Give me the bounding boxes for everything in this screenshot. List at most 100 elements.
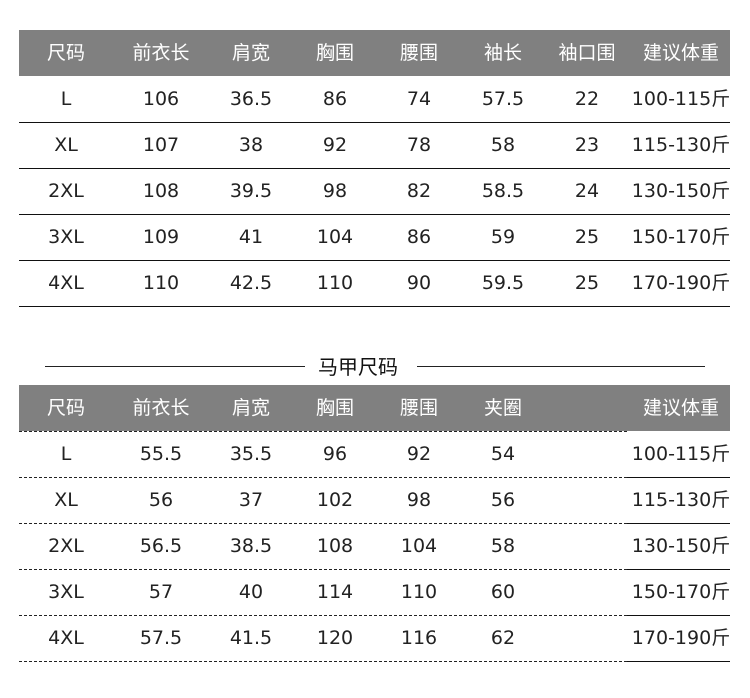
table-cell: 92 (406, 443, 432, 465)
table-cell: 96 (322, 443, 348, 465)
table-cell: 108 (316, 535, 354, 557)
column-header: 前衣长 (132, 397, 190, 419)
table-cell: 114 (316, 581, 354, 603)
table-cell: 100-115斤 (631, 88, 731, 110)
table-cell: 90 (406, 272, 432, 294)
table-cell: 104 (316, 226, 354, 248)
table-cell: 150-170斤 (631, 581, 731, 603)
table-cell: 4XL (48, 272, 84, 294)
table-cell: 41.5 (229, 627, 273, 649)
table-cell: 38.5 (229, 535, 273, 557)
table-cell: 82 (406, 180, 432, 202)
table-row: L 55.5 35.5 96 92 54 100-115斤 (19, 431, 730, 477)
table-cell: 56 (490, 489, 516, 511)
table-cell: 55.5 (139, 443, 183, 465)
table-row: 4XL 110 42.5 110 90 59.5 25 170-190斤 (19, 260, 730, 306)
row-divider (627, 523, 730, 524)
table-cell: 104 (400, 535, 438, 557)
column-header: 袖口围 (558, 42, 616, 64)
row-divider (19, 168, 730, 169)
table-cell: 56.5 (139, 535, 183, 557)
table-cell: 74 (406, 88, 432, 110)
table-cell: 115-130斤 (631, 134, 731, 156)
table-cell: 109 (142, 226, 180, 248)
table-cell: 116 (400, 627, 438, 649)
table-cell: 23 (574, 134, 600, 156)
column-header: 肩宽 (231, 397, 271, 419)
table-cell: 98 (322, 180, 348, 202)
column-header: 袖长 (483, 42, 523, 64)
table-cell: 92 (322, 134, 348, 156)
table-cell: 98 (406, 489, 432, 511)
table-cell: 170-190斤 (631, 627, 731, 649)
table-header-weight (627, 385, 730, 431)
row-divider (19, 569, 627, 570)
table-cell: 57.5 (139, 627, 183, 649)
column-header: 前衣长 (132, 42, 190, 64)
table-cell: 25 (574, 226, 600, 248)
table-cell: 3XL (48, 226, 84, 248)
column-header: 胸围 (315, 42, 355, 64)
table-cell: 86 (322, 88, 348, 110)
table-cell: 2XL (48, 535, 84, 557)
column-header: 尺码 (46, 42, 86, 64)
row-divider (19, 523, 627, 524)
table-cell: 40 (238, 581, 264, 603)
column-header: 腰围 (399, 397, 439, 419)
table-cell: 3XL (48, 581, 84, 603)
table-row: 2XL 108 39.5 98 82 58.5 24 130-150斤 (19, 168, 730, 214)
row-divider (19, 615, 627, 616)
table-row: 2XL 56.5 38.5 108 104 58 130-150斤 (19, 523, 730, 569)
table-cell: 130-150斤 (631, 180, 731, 202)
table-cell: 100-115斤 (631, 443, 731, 465)
table-cell: 54 (490, 443, 516, 465)
table-cell: 62 (490, 627, 516, 649)
table-cell: 108 (142, 180, 180, 202)
column-header: 建议体重 (642, 397, 720, 419)
title-divider-right (417, 366, 705, 367)
table-header (19, 385, 629, 431)
row-divider (627, 569, 730, 570)
table-cell: 22 (574, 88, 600, 110)
table-cell: 150-170斤 (631, 226, 731, 248)
row-divider (19, 260, 730, 261)
table-cell: 42.5 (229, 272, 273, 294)
row-divider (19, 306, 730, 307)
table-cell: 35.5 (229, 443, 273, 465)
table-cell: 120 (316, 627, 354, 649)
row-divider (19, 477, 627, 478)
table-cell: XL (54, 134, 78, 156)
column-header: 尺码 (46, 397, 86, 419)
table-cell: 110 (142, 272, 180, 294)
table-cell: 58 (490, 535, 516, 557)
table-cell: 41 (238, 226, 264, 248)
table-cell: 36.5 (229, 88, 273, 110)
table-row: XL 107 38 92 78 58 23 115-130斤 (19, 122, 730, 168)
column-header: 腰围 (399, 42, 439, 64)
column-header: 胸围 (315, 397, 355, 419)
size-table-jacket: 尺码 前衣长 肩宽 胸围 腰围 袖长 袖口围 建议体重 L 106 36.5 86 74 57.5 22 10… (19, 30, 730, 307)
table-cell: 115-130斤 (631, 489, 731, 511)
table-cell: 170-190斤 (631, 272, 731, 294)
table-cell: L (60, 88, 72, 110)
row-divider (627, 477, 730, 478)
table-cell: 58 (490, 134, 516, 156)
section-title-text: 马甲尺码 (318, 355, 398, 379)
row-divider (19, 122, 730, 123)
table-cell: 57.5 (481, 88, 525, 110)
row-divider (19, 214, 730, 215)
table-row: 3XL 109 41 104 86 59 25 150-170斤 (19, 214, 730, 260)
table-cell: 24 (574, 180, 600, 202)
size-table-vest: 尺码 前衣长 肩宽 胸围 腰围 夹圈 建议体重 L 55.5 35.5 96 92 54 100-115斤… (19, 385, 730, 665)
table-cell: 57 (148, 581, 174, 603)
column-header: 肩宽 (231, 42, 271, 64)
row-divider (627, 615, 730, 616)
row-divider (627, 661, 730, 662)
header-divider (19, 431, 627, 432)
table-cell: 110 (316, 272, 354, 294)
table-cell: 130-150斤 (631, 535, 731, 557)
row-divider (19, 661, 627, 662)
table-cell: 60 (490, 581, 516, 603)
table-cell: 58.5 (481, 180, 525, 202)
table-cell: 102 (316, 489, 354, 511)
